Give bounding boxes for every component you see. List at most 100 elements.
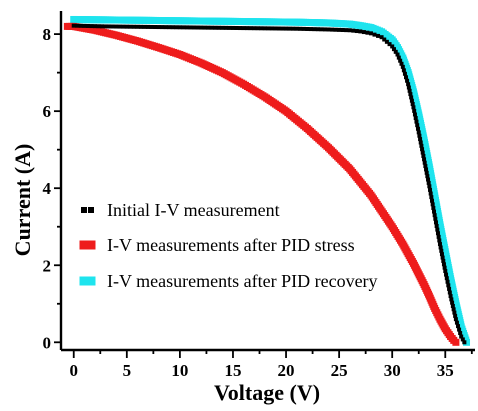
data-point xyxy=(462,340,467,345)
data-point xyxy=(192,25,197,30)
data-point xyxy=(110,24,115,29)
data-point xyxy=(445,279,450,284)
data-point xyxy=(422,160,427,165)
y-tick-label: 6 xyxy=(43,102,52,121)
data-point xyxy=(131,24,136,29)
data-point xyxy=(287,26,292,31)
data-point xyxy=(404,75,408,80)
data-point xyxy=(406,85,411,90)
data-point xyxy=(117,24,122,29)
data-point xyxy=(368,31,373,36)
data-point xyxy=(433,220,438,225)
data-point xyxy=(181,25,186,30)
data-point xyxy=(441,262,446,267)
data-point xyxy=(167,25,172,30)
data-point xyxy=(435,227,440,232)
data-point xyxy=(384,39,389,44)
data-point xyxy=(252,26,257,31)
legend-marker xyxy=(79,240,89,250)
data-point xyxy=(340,28,345,32)
data-point xyxy=(422,157,427,162)
data-point xyxy=(425,174,430,179)
data-point xyxy=(89,24,94,29)
data-point xyxy=(426,180,431,185)
data-point xyxy=(406,82,411,87)
data-point xyxy=(330,27,335,32)
data-point xyxy=(188,25,193,30)
x-tick-label: 30 xyxy=(384,361,401,380)
data-point xyxy=(216,25,221,30)
data-point xyxy=(399,61,404,66)
series-0 xyxy=(71,23,467,345)
data-point xyxy=(308,27,313,32)
data-point xyxy=(435,231,440,236)
data-point xyxy=(452,310,457,315)
data-point xyxy=(428,191,433,196)
data-point xyxy=(447,286,452,291)
data-point xyxy=(412,108,417,113)
x-tick-label: 10 xyxy=(171,361,188,380)
data-point xyxy=(430,198,435,203)
data-point xyxy=(71,23,76,28)
data-point xyxy=(429,195,434,200)
data-point xyxy=(453,317,458,322)
data-point xyxy=(437,238,442,243)
data-point xyxy=(448,294,453,299)
legend-marker xyxy=(86,240,96,250)
data-point xyxy=(298,26,303,31)
data-point xyxy=(238,26,243,31)
data-point xyxy=(376,33,381,38)
data-point xyxy=(444,276,449,281)
data-point xyxy=(124,24,129,29)
data-point xyxy=(446,283,451,288)
data-point xyxy=(447,290,452,295)
data-point xyxy=(450,303,455,308)
legend-label: Initial I-V measurement xyxy=(107,200,280,220)
data-point xyxy=(460,337,465,342)
data-point xyxy=(114,24,119,29)
data-point xyxy=(441,258,446,263)
data-point xyxy=(408,92,413,97)
x-tick-label: 0 xyxy=(69,361,78,380)
data-point xyxy=(439,248,444,253)
data-point xyxy=(361,30,366,35)
series-layer xyxy=(63,15,471,346)
data-point xyxy=(426,177,431,182)
data-point xyxy=(365,30,370,35)
data-point xyxy=(259,26,264,31)
data-point xyxy=(284,26,289,31)
data-point xyxy=(428,187,433,192)
data-point xyxy=(421,153,426,158)
data-point xyxy=(255,26,260,31)
data-point xyxy=(107,24,112,29)
series-2 xyxy=(70,15,471,346)
data-point xyxy=(391,47,396,52)
data-point xyxy=(156,25,161,30)
data-point xyxy=(347,28,352,33)
data-point xyxy=(305,26,310,31)
data-point xyxy=(463,338,471,346)
legend-marker xyxy=(81,207,87,213)
legend-marker xyxy=(88,207,94,213)
data-point xyxy=(415,126,420,131)
data-point xyxy=(419,143,424,148)
x-axis-title: Voltage (V) xyxy=(214,380,320,405)
data-point xyxy=(379,35,384,40)
y-tick-label: 4 xyxy=(43,179,52,198)
data-point xyxy=(266,26,271,31)
data-point xyxy=(121,24,126,29)
x-tick-label: 35 xyxy=(437,361,454,380)
data-point xyxy=(280,26,285,31)
data-point xyxy=(78,23,83,28)
data-point xyxy=(234,25,239,30)
data-point xyxy=(395,52,400,57)
data-point xyxy=(241,26,246,31)
data-point xyxy=(372,32,377,37)
data-point xyxy=(433,216,438,221)
data-point xyxy=(440,255,445,260)
data-point xyxy=(402,71,407,76)
data-point xyxy=(351,28,356,33)
data-point xyxy=(409,98,414,103)
data-point xyxy=(142,24,147,29)
data-point xyxy=(199,25,204,30)
